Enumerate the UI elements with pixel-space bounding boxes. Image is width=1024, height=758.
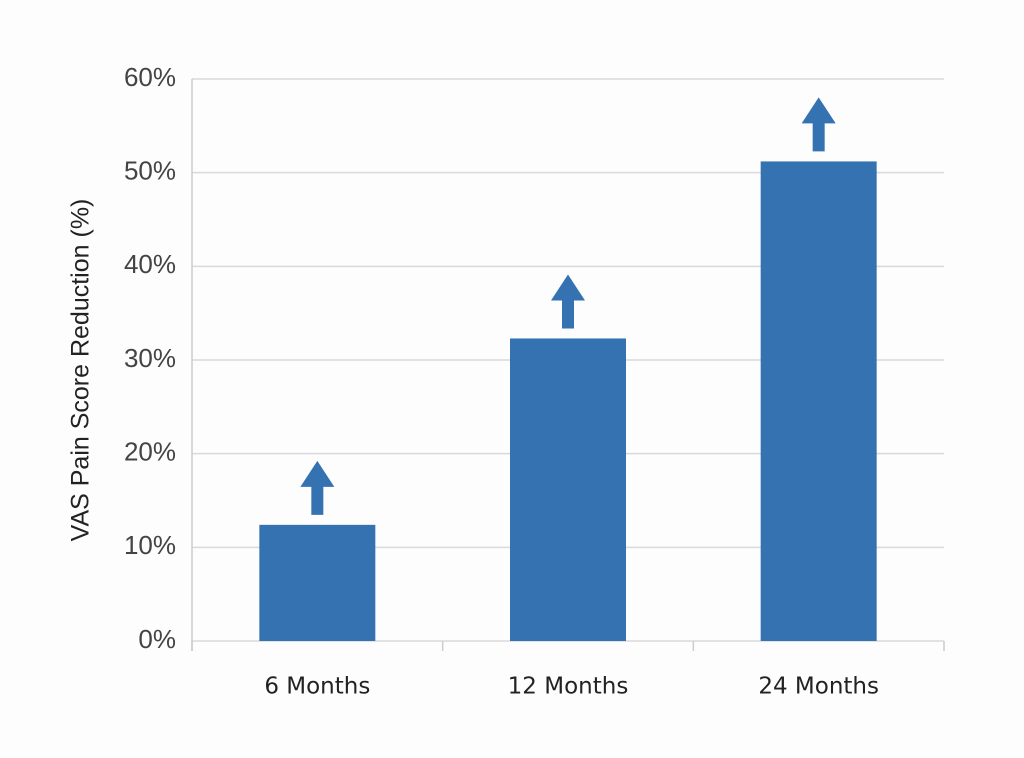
x-tick-label: 6 Months — [264, 674, 370, 700]
y-tick-label: 0% — [138, 624, 176, 654]
bar — [259, 524, 376, 641]
y-tick-label: 50% — [124, 156, 176, 186]
bar — [510, 338, 626, 641]
y-axis-label: VAS Pain Score Reduction (%) — [67, 199, 95, 542]
y-tick-label: 10% — [124, 530, 176, 560]
y-tick-label: 30% — [124, 343, 176, 373]
arrow — [801, 97, 836, 152]
y-tick-label: 60% — [124, 62, 176, 92]
arrow — [300, 460, 335, 515]
x-tick-label: 12 Months — [508, 674, 629, 700]
x-tick-label: 24 Months — [758, 674, 879, 700]
y-tick-label: 20% — [124, 437, 176, 467]
bar — [760, 161, 877, 641]
arrow — [551, 274, 585, 329]
y-tick-label: 40% — [124, 249, 176, 279]
